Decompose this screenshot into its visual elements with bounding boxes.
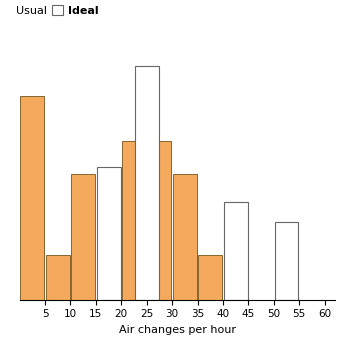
Bar — [147, 141, 172, 300]
Bar — [122, 141, 146, 300]
Bar — [198, 255, 222, 300]
Bar — [71, 174, 95, 300]
Bar — [97, 202, 121, 300]
Bar — [275, 222, 298, 300]
X-axis label: Air changes per hour: Air changes per hour — [119, 325, 236, 335]
Bar — [224, 202, 248, 300]
Bar — [173, 174, 197, 300]
Bar — [224, 255, 248, 300]
Bar — [20, 96, 44, 300]
Bar — [46, 255, 70, 300]
Bar — [97, 167, 121, 300]
Legend: Usual, Ideal: Usual, Ideal — [0, 5, 98, 16]
Bar — [135, 66, 159, 300]
